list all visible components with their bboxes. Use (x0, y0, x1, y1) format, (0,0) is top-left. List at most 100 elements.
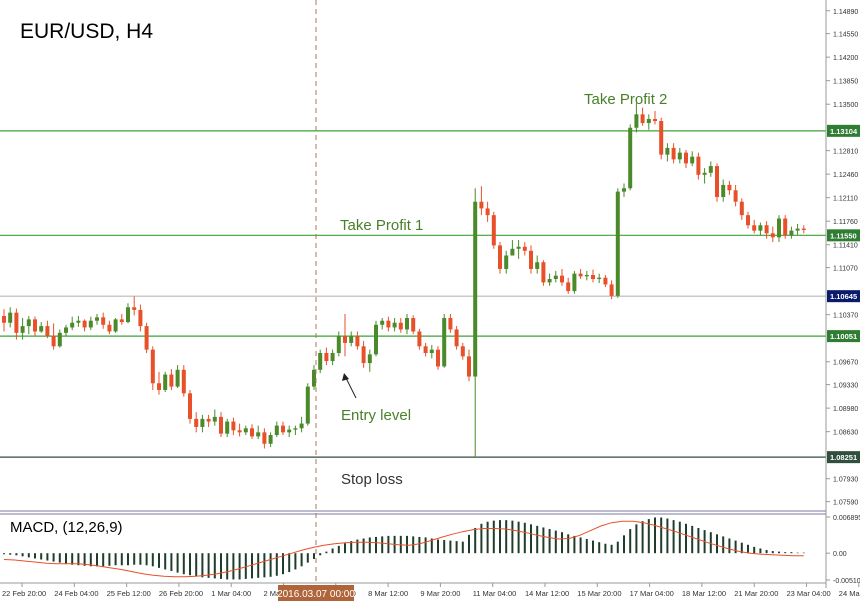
candle-body (653, 119, 657, 122)
candle (485, 201, 490, 222)
candle (194, 412, 199, 433)
candle (76, 316, 81, 327)
candle-body (665, 147, 670, 155)
candle-body (212, 416, 217, 422)
entry-arrow (342, 373, 357, 399)
candle (20, 318, 25, 340)
candle (702, 168, 707, 184)
candle (330, 349, 335, 366)
candle (101, 312, 106, 329)
candle-body (2, 316, 6, 323)
candle-body (82, 320, 87, 328)
candle-body (64, 327, 68, 333)
candle (560, 268, 564, 286)
candle-body (591, 274, 595, 280)
candle-body (529, 250, 533, 269)
candle (572, 270, 577, 294)
candle (553, 270, 558, 283)
take-profit-2-label: Take Profit 2 (584, 91, 667, 108)
candle-body (88, 320, 93, 328)
candle (411, 315, 416, 335)
time-tick-label: 18 Mar 12:00 (682, 589, 726, 598)
cursor-time-label: 2016.03.07 00:00 (277, 589, 355, 600)
candle (39, 322, 44, 333)
candle (262, 428, 267, 449)
candle (448, 313, 453, 333)
candle-body (107, 324, 112, 332)
candle-body (684, 152, 688, 164)
price-tick-label: 1.10370 (833, 313, 858, 320)
candle (684, 149, 688, 169)
candle (361, 340, 366, 368)
candle-body (677, 152, 682, 160)
candle-body (126, 307, 130, 323)
candle (181, 365, 186, 397)
candle-body (26, 319, 31, 327)
candle-body (423, 346, 428, 353)
candle (789, 226, 794, 239)
candle-body (39, 326, 44, 332)
price-tick-label: 1.11070 (833, 266, 858, 273)
candle-body (467, 356, 471, 377)
candle (14, 308, 19, 340)
candle-body (572, 273, 577, 292)
candle (646, 114, 651, 130)
entry-level-label: Entry level (341, 407, 411, 424)
candle-body (417, 331, 422, 347)
candle (696, 152, 701, 180)
candle-body (783, 218, 788, 236)
chart-title: EUR/USD, H4 (20, 20, 153, 43)
candle-body (330, 352, 335, 362)
candle (770, 226, 775, 243)
candle (659, 117, 664, 160)
time-tick-label: 17 Mar 04:00 (630, 589, 674, 598)
time-tick-label: 25 Feb 12:00 (107, 589, 151, 598)
candle-body (690, 156, 695, 164)
candle-body (436, 349, 440, 367)
candle-body (671, 147, 676, 160)
candle-body (188, 393, 192, 419)
candle (57, 329, 62, 348)
price-tick-label: 1.13500 (833, 102, 858, 109)
candle-body (45, 326, 50, 336)
candle-body (715, 166, 719, 198)
candle-body (473, 201, 478, 377)
candle (591, 269, 595, 283)
candle (88, 316, 93, 331)
candle (107, 320, 112, 335)
candle (113, 318, 118, 333)
candle (386, 316, 391, 332)
candle-body (274, 425, 279, 436)
candle-body (702, 172, 707, 175)
candle (498, 242, 502, 274)
candle (231, 417, 236, 436)
price-tick-label: 1.12460 (833, 172, 858, 179)
time-tick-label: 1 Mar 04:00 (211, 589, 251, 598)
candle-body (386, 320, 391, 328)
candle (690, 151, 695, 167)
price-level-tag: 1.11550 (827, 229, 860, 242)
candle-body (262, 432, 267, 444)
candle-body (305, 386, 310, 424)
candle (305, 383, 310, 426)
price-level-tag-label: 1.11550 (830, 231, 857, 240)
price-tick-label: 1.12810 (833, 149, 858, 156)
candle-body (70, 322, 75, 328)
macd-tick-label: 0.006895 (833, 515, 860, 522)
candle-body (547, 279, 552, 283)
candle (336, 331, 341, 357)
price-level-tag-label: 1.13104 (830, 127, 858, 136)
candle (460, 342, 465, 360)
price-tick-label: 1.09330 (833, 383, 858, 390)
candle (665, 143, 670, 162)
time-tick-label: 9 Mar 20:00 (420, 589, 460, 598)
candle-body (646, 119, 651, 124)
candle-body (752, 225, 757, 231)
candle (677, 147, 682, 164)
candle-body (51, 335, 56, 347)
candle (243, 425, 248, 436)
candle (150, 346, 155, 390)
time-tick-label: 24 Mar 12:00 (839, 589, 860, 598)
candle (535, 255, 540, 274)
